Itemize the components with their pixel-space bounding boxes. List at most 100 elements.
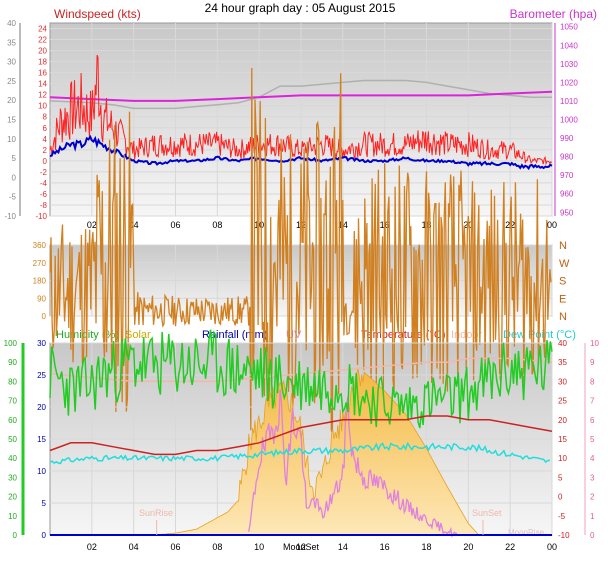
barometer-tick-label: 980 bbox=[560, 153, 574, 162]
panel1-x-tick-label: 04 bbox=[129, 220, 139, 230]
rainfall-tick-label: 20 bbox=[37, 403, 46, 412]
sunrise-annotation: SunRise bbox=[139, 508, 173, 518]
compass-label: W bbox=[559, 258, 570, 270]
windspeed-tick-label: 10 bbox=[38, 102, 47, 111]
panel3-x-tick-label: 18 bbox=[421, 542, 431, 552]
uv-tick-label: 10 bbox=[590, 339, 599, 348]
humidity-tick-label: 90 bbox=[8, 358, 17, 367]
windspeed-tick-label: 20 bbox=[38, 47, 47, 56]
rainfall-tick-label: 5 bbox=[42, 499, 47, 508]
panel1-x-tick-label: 02 bbox=[87, 220, 97, 230]
barometer-tick-label: 1010 bbox=[560, 97, 578, 106]
outer-tick-label: 20 bbox=[7, 96, 16, 105]
windspeed-tick-label: 16 bbox=[38, 69, 47, 78]
panel3-x-tick-label: 20 bbox=[463, 542, 473, 552]
direction-tick-label: 360 bbox=[33, 241, 47, 250]
uv-tick-label: 2 bbox=[590, 493, 595, 502]
compass-label: E bbox=[559, 293, 566, 305]
barometer-tick-label: 1020 bbox=[560, 78, 578, 87]
panel1-x-tick-label: 00 bbox=[547, 220, 557, 230]
barometer-tick-label: 1000 bbox=[560, 116, 578, 125]
series-average-wind-line bbox=[49, 134, 553, 171]
rainfall-tick-label: 25 bbox=[37, 371, 46, 380]
uv-tick-label: 0 bbox=[590, 531, 595, 540]
windspeed-tick-label: -8 bbox=[40, 201, 48, 210]
panel3-x-tick-label: 16 bbox=[380, 542, 390, 552]
solar-label: Solar bbox=[125, 329, 151, 341]
chart-marks: 02 04 06 08 10 12 14 16 18 20 22 00-10-8-6-4-202468… bbox=[4, 19, 600, 552]
sunset-annotation: SunSet bbox=[472, 508, 502, 518]
barometer-tick-label: 950 bbox=[560, 208, 574, 217]
panel3-x-tick-label: 00 bbox=[547, 542, 557, 552]
temperature-tick-label: 40 bbox=[558, 339, 567, 348]
temperature-tick-label: 10 bbox=[558, 454, 567, 463]
uv-tick-label: 4 bbox=[590, 454, 595, 463]
outer-tick-label: 15 bbox=[7, 116, 16, 125]
uv-tick-label: 3 bbox=[590, 473, 595, 482]
panel1-x-tick-label: 08 bbox=[212, 220, 222, 230]
outer-tick-label: 5 bbox=[12, 154, 17, 163]
rainfall-tick-label: 15 bbox=[37, 435, 46, 444]
barometer-tick-label: 970 bbox=[560, 171, 574, 180]
outer-tick-label: 35 bbox=[7, 38, 16, 47]
rainfall-tick-label: 0 bbox=[42, 531, 47, 540]
series-indoor-line bbox=[49, 79, 552, 110]
outer-tick-label: 10 bbox=[7, 135, 16, 144]
windspeed-tick-label: -2 bbox=[40, 168, 48, 177]
humidity-tick-label: 70 bbox=[8, 397, 17, 406]
barometer-label: Barometer (hpa) bbox=[510, 7, 597, 21]
outer-tick-label: -10 bbox=[4, 212, 16, 221]
panel3-x-tick-label: 04 bbox=[129, 542, 139, 552]
temperature-tick-label: 20 bbox=[558, 416, 567, 425]
outer-tick-label: 0 bbox=[12, 173, 17, 182]
series-dewpoint-line bbox=[49, 441, 550, 465]
series-wind-direction-line bbox=[49, 67, 552, 434]
direction-tick-label: 90 bbox=[37, 294, 46, 303]
series-uv-line bbox=[248, 389, 458, 538]
temperature-tick-label: -5 bbox=[558, 512, 566, 521]
temperature-tick-label: 0 bbox=[558, 493, 563, 502]
temperature-tick-label: 30 bbox=[558, 377, 567, 386]
series-temperature-line bbox=[49, 415, 553, 456]
panel3-x-tick-label: 12 bbox=[296, 542, 306, 552]
panel3-x-tick-label: 22 bbox=[505, 542, 515, 552]
rainfall-tick-label: 10 bbox=[37, 467, 46, 476]
direction-tick-label: 180 bbox=[33, 277, 47, 286]
uv-tick-label: 5 bbox=[590, 435, 595, 444]
barometer-tick-label: 960 bbox=[560, 190, 574, 199]
panel3-x-tick-label: 08 bbox=[212, 542, 222, 552]
humidity-tick-label: 20 bbox=[8, 493, 17, 502]
outer-tick-label: -5 bbox=[9, 193, 17, 202]
series-barometer-line bbox=[49, 90, 553, 102]
temperature-tick-label: 25 bbox=[558, 397, 567, 406]
temperature-tick-label: 5 bbox=[558, 473, 563, 482]
panel3-x-tick-label: 14 bbox=[338, 542, 348, 552]
windspeed-tick-label: 18 bbox=[38, 58, 47, 67]
humidity-tick-label: 80 bbox=[8, 377, 17, 386]
panel3-x-tick-label: 10 bbox=[254, 542, 264, 552]
humidity-tick-label: 40 bbox=[8, 454, 17, 463]
windspeed-tick-label: 6 bbox=[43, 124, 48, 133]
windspeed-tick-label: 4 bbox=[43, 135, 48, 144]
chart-title: 24 hour graph day : 05 August 2015 bbox=[205, 1, 396, 15]
temperature-tick-label: 15 bbox=[558, 435, 567, 444]
windspeed-tick-label: -10 bbox=[35, 212, 47, 221]
uv-tick-label: 1 bbox=[590, 512, 595, 521]
uv-tick-label: 7 bbox=[590, 397, 595, 406]
direction-tick-label: 0 bbox=[42, 312, 47, 321]
moonrise-annotation: MoonRise bbox=[508, 528, 545, 537]
panel3-x-tick-label: 02 bbox=[87, 542, 97, 552]
windspeed-tick-label: 24 bbox=[38, 25, 47, 34]
outer-tick-label: 40 bbox=[7, 19, 16, 28]
uv-tick-label: 6 bbox=[590, 416, 595, 425]
compass-label: N bbox=[559, 311, 567, 323]
humidity-tick-label: 50 bbox=[8, 435, 17, 444]
barometer-tick-label: 1050 bbox=[560, 23, 578, 32]
panel1-x-tick-label: 06 bbox=[170, 220, 180, 230]
windspeed-label: Windspeed (kts) bbox=[54, 7, 141, 21]
rainfall-tick-label: 30 bbox=[37, 339, 46, 348]
humidity-tick-label: 60 bbox=[8, 416, 17, 425]
windspeed-tick-label: 2 bbox=[43, 146, 48, 155]
outer-tick-label: 30 bbox=[7, 58, 16, 67]
